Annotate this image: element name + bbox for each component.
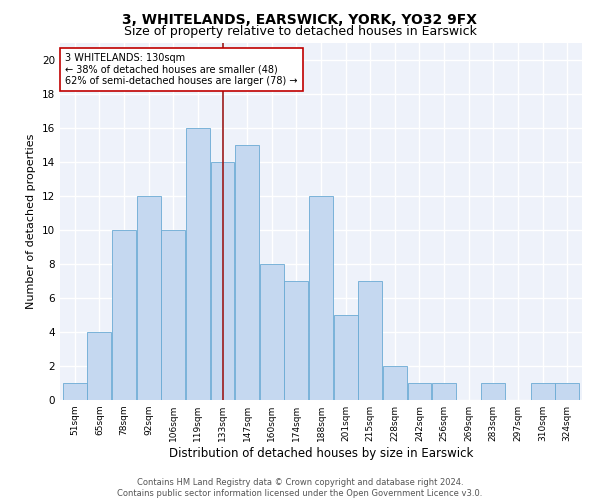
Bar	[284, 281, 308, 400]
X-axis label: Distribution of detached houses by size in Earswick: Distribution of detached houses by size …	[169, 447, 473, 460]
Bar	[334, 315, 358, 400]
Bar	[235, 144, 259, 400]
Bar	[161, 230, 185, 400]
Bar	[407, 383, 431, 400]
Bar	[383, 366, 407, 400]
Bar	[211, 162, 235, 400]
Bar	[260, 264, 284, 400]
Text: 3, WHITELANDS, EARSWICK, YORK, YO32 9FX: 3, WHITELANDS, EARSWICK, YORK, YO32 9FX	[122, 12, 478, 26]
Bar	[309, 196, 333, 400]
Bar	[555, 383, 579, 400]
Bar	[112, 230, 136, 400]
Bar	[186, 128, 210, 400]
Bar	[137, 196, 161, 400]
Bar	[63, 383, 87, 400]
Bar	[481, 383, 505, 400]
Text: Size of property relative to detached houses in Earswick: Size of property relative to detached ho…	[124, 25, 476, 38]
Text: Contains HM Land Registry data © Crown copyright and database right 2024.
Contai: Contains HM Land Registry data © Crown c…	[118, 478, 482, 498]
Bar	[88, 332, 112, 400]
Bar	[358, 281, 382, 400]
Text: 3 WHITELANDS: 130sqm
← 38% of detached houses are smaller (48)
62% of semi-detac: 3 WHITELANDS: 130sqm ← 38% of detached h…	[65, 53, 298, 86]
Y-axis label: Number of detached properties: Number of detached properties	[26, 134, 37, 309]
Bar	[530, 383, 554, 400]
Bar	[432, 383, 456, 400]
